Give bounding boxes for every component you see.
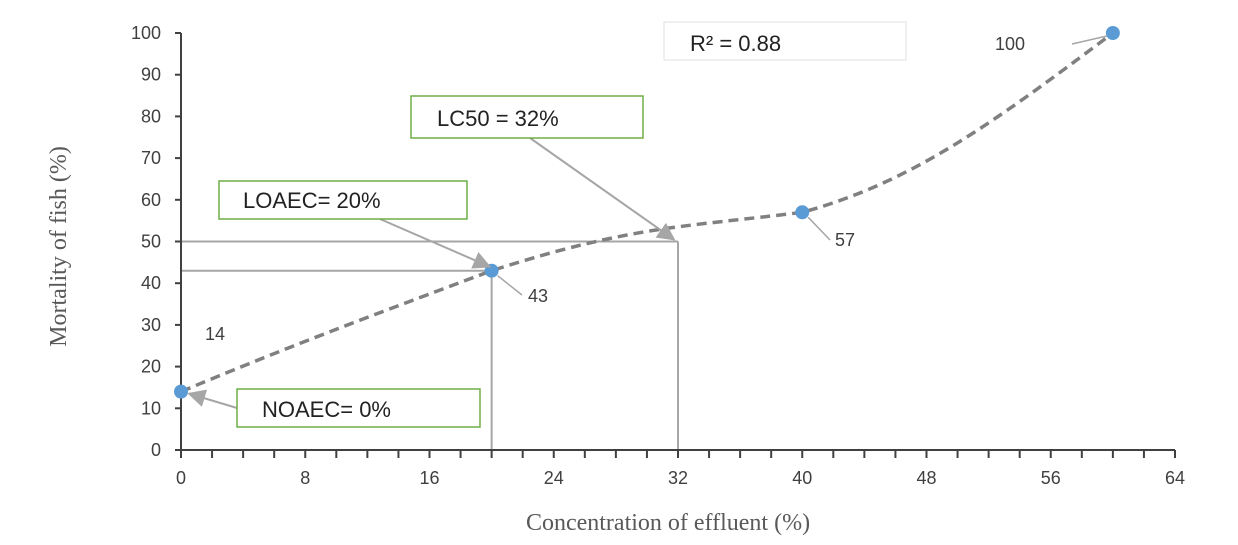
- data-points: 14 43 57 100: [174, 26, 1120, 399]
- y-tick-label: 0: [151, 440, 161, 460]
- y-axis-title: Mortality of fish (%): [46, 146, 72, 347]
- y-tick-label: 80: [141, 106, 161, 126]
- annotation-box: [410, 95, 644, 139]
- x-tick-label: 0: [176, 468, 186, 488]
- trendline-curve: [180, 31, 1114, 394]
- data-point: [1105, 26, 1120, 40]
- x-tick-label: 8: [300, 468, 310, 488]
- r2-box: [663, 21, 907, 61]
- x-axis-title: Concentration of effluent (%): [526, 510, 810, 536]
- y-tick-label: 100: [131, 23, 161, 43]
- data-point: [795, 205, 810, 220]
- x-tick-label: 48: [916, 468, 936, 488]
- data-label: 57: [835, 230, 855, 250]
- y-tick-label: 20: [141, 357, 161, 377]
- x-tick-label: 32: [668, 468, 688, 488]
- x-tick-label: 64: [1165, 468, 1185, 488]
- data-label: 14: [205, 324, 225, 344]
- y-tick-label: 50: [141, 232, 161, 252]
- r2-label: R² = 0.88: [690, 31, 781, 56]
- x-tick-label: 24: [544, 468, 564, 488]
- annotation-label: LOAEC= 20%: [243, 188, 381, 213]
- axes: 0 10 20 30 40 50 60 70 80 90 100 0 8 16 24 32 40 48 56 64: [131, 23, 1185, 488]
- annotation-arrow: [187, 389, 238, 409]
- label-leader: [1071, 35, 1108, 45]
- data-label: 100: [995, 34, 1025, 54]
- annotation-box: [236, 388, 481, 428]
- annotation-label: LC50 = 32%: [437, 106, 559, 131]
- label-leader: [807, 216, 831, 241]
- x-tick-label: 56: [1041, 468, 1061, 488]
- annotation-box: [218, 180, 468, 220]
- data-label: 43: [528, 286, 548, 306]
- annotations: R² = 0.88 NOAEC= 0% LOAEC= 20% LC50 = 32%: [187, 21, 907, 428]
- y-tick-label: 60: [141, 190, 161, 210]
- annotation-arrow: [379, 218, 492, 269]
- y-tick-label: 70: [141, 148, 161, 168]
- label-leader: [497, 275, 523, 296]
- annotation-arrow: [529, 137, 676, 241]
- y-tick-label: 10: [141, 398, 161, 418]
- y-tick-label: 40: [141, 273, 161, 293]
- y-tick-label: 30: [141, 315, 161, 335]
- data-point: [174, 384, 188, 399]
- annotation-label: NOAEC= 0%: [262, 397, 391, 422]
- y-tick-label: 90: [141, 65, 161, 85]
- trendline: [180, 31, 1114, 394]
- x-tick-label: 16: [419, 468, 439, 488]
- x-tick-label: 40: [792, 468, 812, 488]
